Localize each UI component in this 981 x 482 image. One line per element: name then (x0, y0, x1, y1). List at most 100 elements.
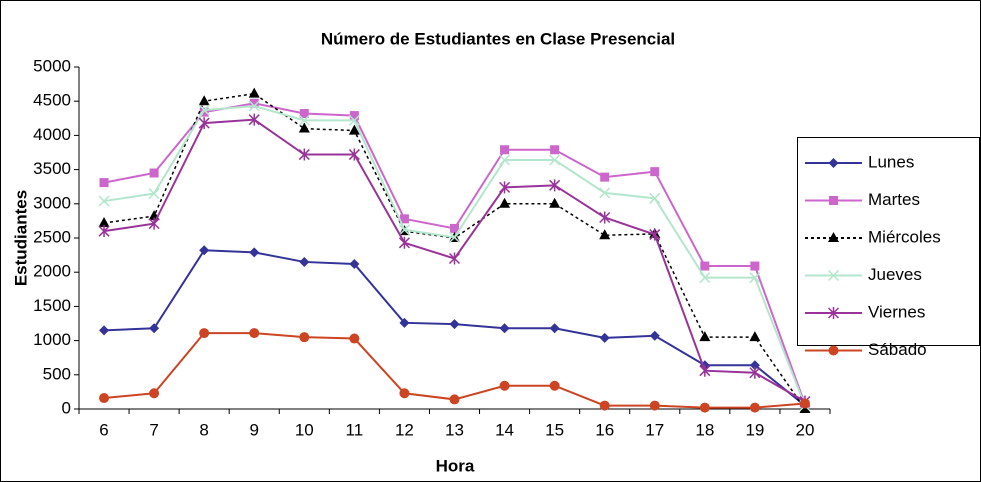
data-point (249, 247, 260, 258)
legend-marker (828, 345, 839, 356)
data-point (399, 388, 410, 399)
data-point (699, 402, 710, 413)
data-point (549, 154, 561, 166)
data-point (499, 181, 511, 194)
data-point (549, 179, 561, 192)
legend-marker (829, 196, 838, 205)
data-point (248, 87, 260, 98)
y-tick-label: 0 (62, 398, 71, 417)
data-point (499, 154, 511, 166)
data-point (348, 114, 360, 126)
legend-label: Viernes (868, 302, 925, 321)
data-point (599, 332, 610, 343)
data-point (549, 323, 560, 334)
data-point (98, 225, 110, 238)
data-point (298, 122, 310, 133)
y-tick-label: 3500 (33, 159, 71, 178)
data-point (298, 114, 310, 126)
data-point (149, 388, 160, 399)
legend-label: Sábado (868, 340, 927, 359)
x-tick-label: 13 (445, 420, 464, 439)
chart-title: Número de Estudiantes en Clase Presencia… (321, 29, 675, 48)
data-point (448, 252, 461, 265)
x-tick-label: 16 (595, 420, 614, 439)
data-point (98, 216, 110, 227)
data-point (749, 366, 761, 379)
data-point (649, 192, 661, 204)
y-tick-label: 500 (43, 364, 71, 383)
data-point (149, 323, 160, 334)
data-point (599, 187, 611, 199)
data-point (149, 168, 159, 178)
legend-marker (827, 307, 840, 319)
data-point (349, 111, 359, 121)
data-point (749, 360, 760, 371)
data-point (299, 109, 309, 119)
y-axis-label: Estudiantes (11, 190, 30, 286)
data-point (449, 394, 460, 405)
legend-label: Lunes (868, 152, 914, 171)
x-tick-label: 19 (745, 420, 764, 439)
data-point (249, 328, 260, 339)
data-point (599, 229, 611, 240)
data-point (450, 223, 459, 233)
y-tick-label: 1000 (33, 330, 71, 349)
data-point (650, 167, 660, 177)
x-tick-label: 12 (395, 420, 414, 439)
x-tick-label: 9 (249, 420, 258, 439)
data-point (349, 258, 360, 269)
data-point (299, 256, 310, 267)
data-point (399, 214, 409, 224)
data-point (249, 98, 259, 108)
x-tick-label: 18 (695, 420, 714, 439)
x-tick-label: 20 (796, 420, 815, 439)
data-point (699, 331, 711, 342)
data-point (599, 211, 611, 224)
legend-label: Jueves (868, 265, 922, 284)
legend-marker (828, 158, 839, 168)
data-point (399, 317, 410, 328)
data-point (749, 402, 760, 413)
data-point (198, 117, 210, 130)
data-point (649, 228, 661, 241)
x-axis-label: Hora (436, 456, 475, 475)
data-point (599, 400, 610, 411)
data-point (499, 380, 510, 391)
data-point (348, 124, 360, 135)
data-point (649, 330, 660, 341)
data-point (398, 236, 410, 249)
data-point (750, 261, 760, 271)
data-point (799, 398, 810, 409)
data-point (649, 400, 660, 411)
data-point (148, 188, 160, 200)
data-point (148, 217, 160, 230)
data-point (749, 272, 761, 284)
data-point (549, 197, 561, 208)
legend-box (797, 137, 980, 346)
data-point (198, 95, 210, 106)
data-point (699, 364, 711, 377)
x-tick-label: 14 (495, 420, 514, 439)
x-tick-label: 7 (149, 420, 158, 439)
data-point (299, 332, 310, 343)
data-point (298, 148, 310, 161)
data-point (499, 323, 510, 334)
data-point (349, 333, 360, 344)
x-tick-label: 11 (346, 420, 364, 439)
data-point (248, 100, 260, 112)
y-tick-label: 3000 (33, 193, 71, 212)
data-point (749, 331, 761, 342)
legend-label: Martes (868, 190, 920, 209)
data-point (499, 197, 511, 208)
legend-marker (828, 232, 839, 242)
y-tick-label: 2000 (33, 262, 71, 281)
data-point (549, 380, 560, 391)
x-tick-label: 8 (199, 420, 208, 439)
data-point (199, 245, 210, 256)
data-point (699, 272, 711, 284)
y-tick-label: 5000 (33, 56, 71, 75)
data-point (99, 325, 110, 336)
legend-label: Miércoles (868, 227, 941, 246)
data-point (99, 178, 109, 188)
